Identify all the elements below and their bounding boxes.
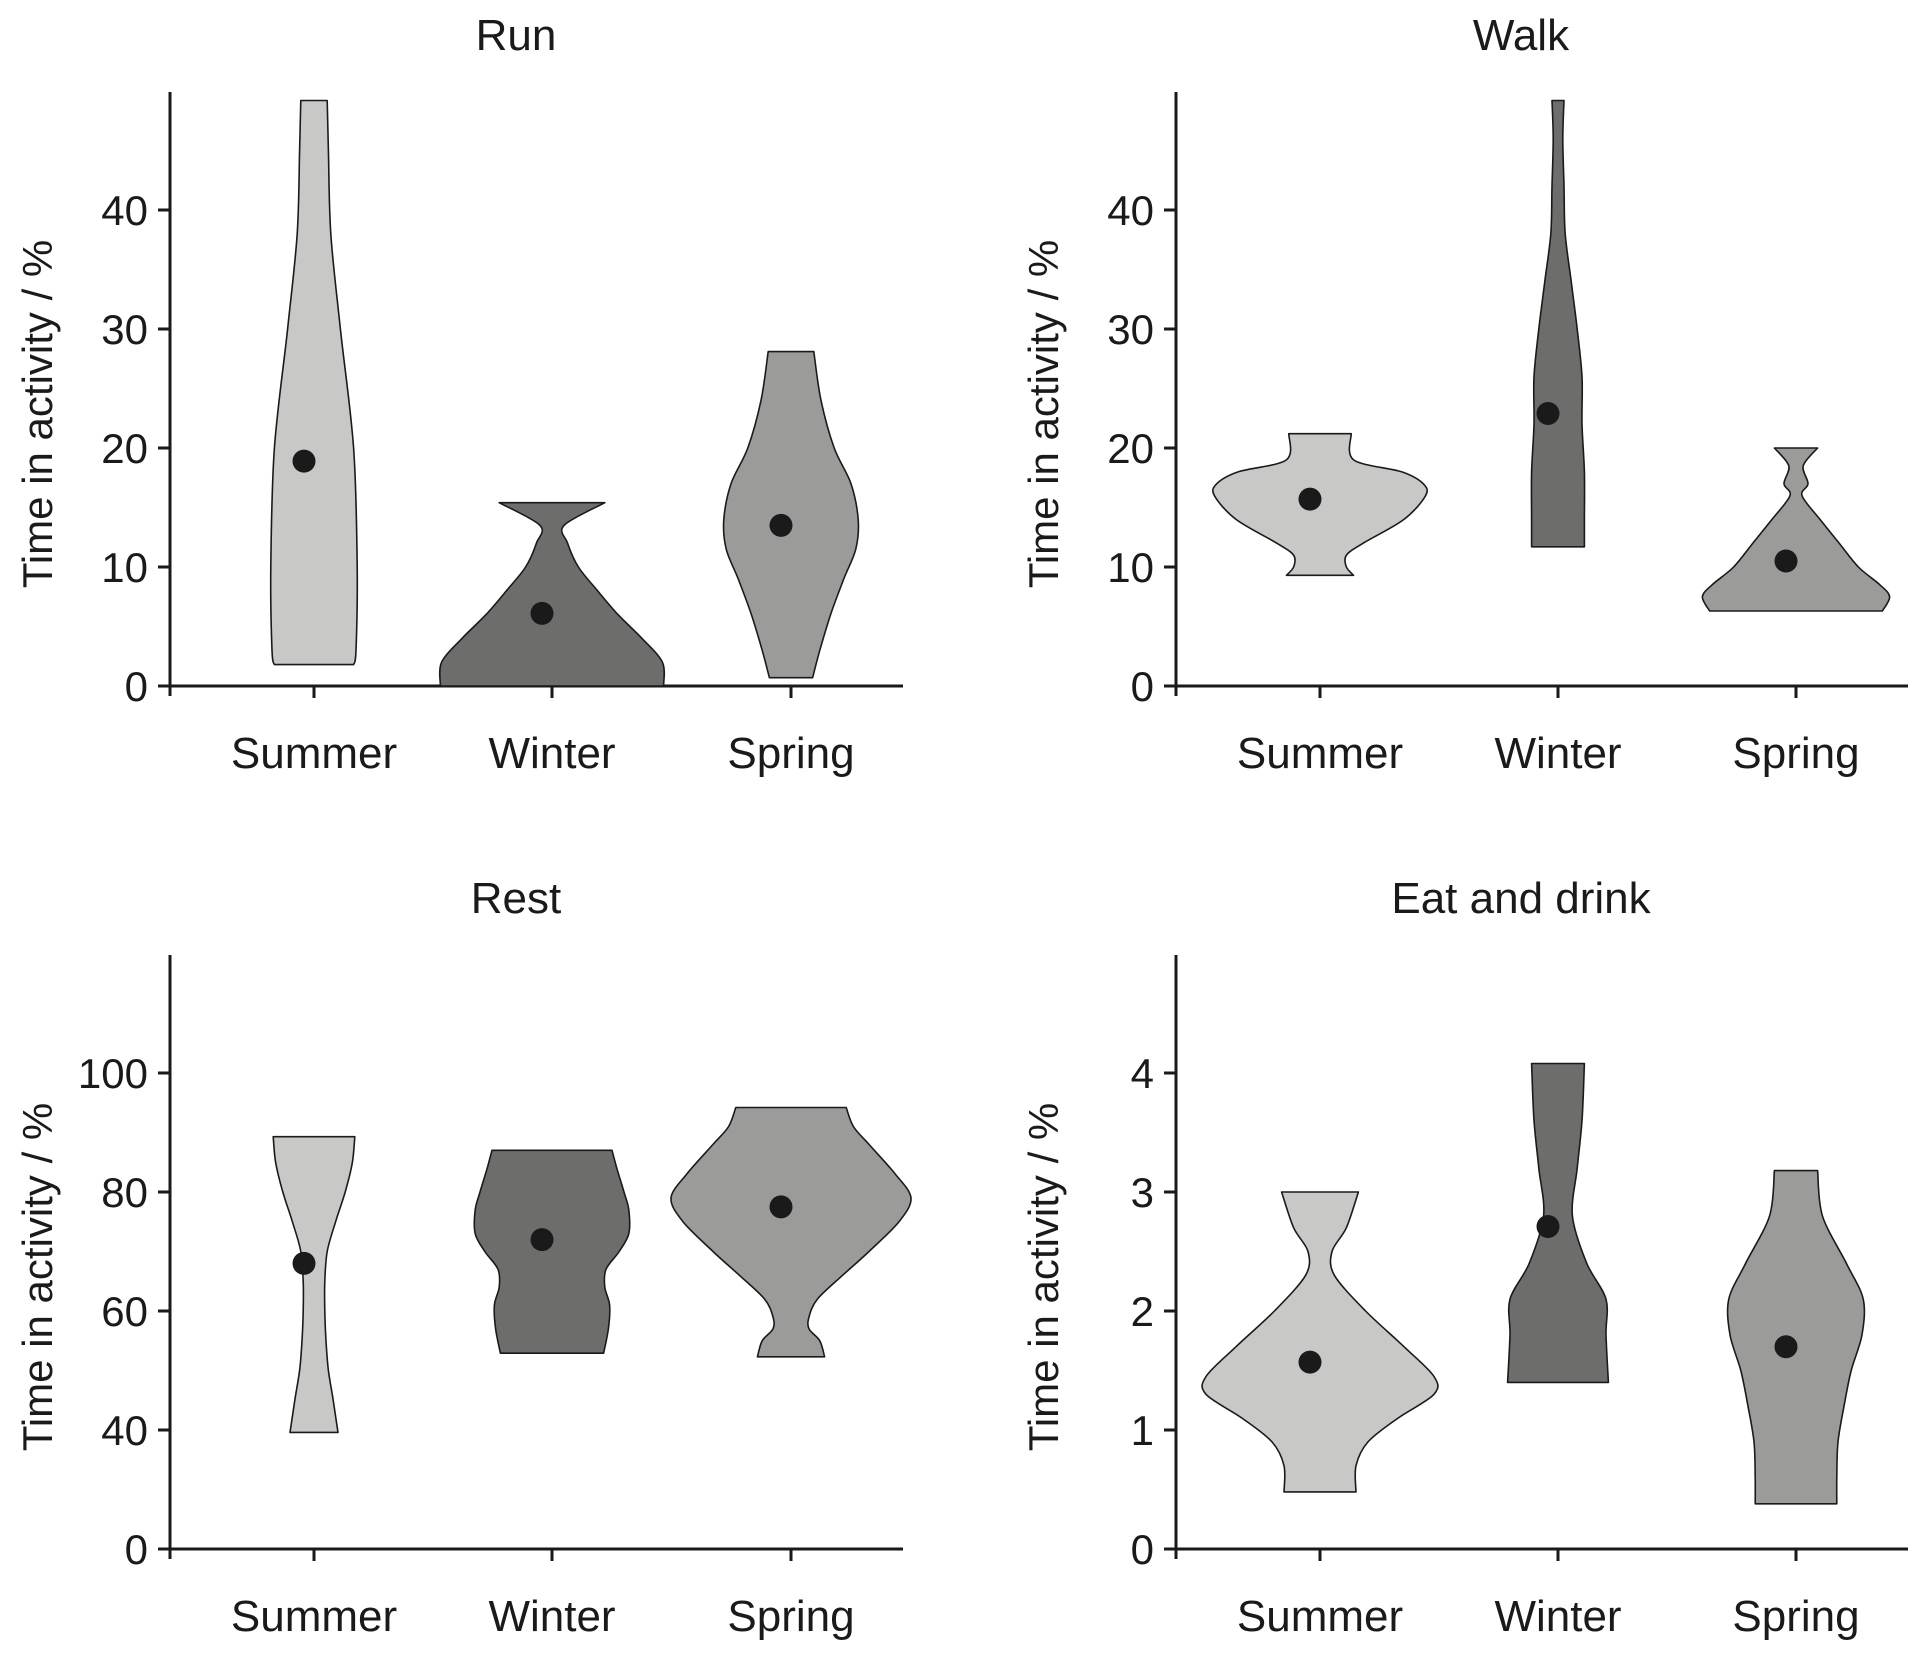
mean-point-spring (1774, 549, 1798, 573)
x-tick-label-summer: Summer (231, 729, 397, 778)
y-tick-label: 0 (1131, 1526, 1154, 1573)
x-tick-label-winter: Winter (488, 1592, 615, 1641)
y-tick-label: 0 (125, 1526, 148, 1573)
violin-summer (272, 1135, 356, 1434)
y-tick-label: 4 (1131, 1050, 1154, 1097)
mean-point-winter (1536, 1215, 1560, 1239)
violin-summer (1201, 1191, 1439, 1493)
mean-point-spring (769, 1195, 793, 1219)
mean-point-spring (769, 513, 793, 537)
x-tick-label-winter: Winter (1494, 729, 1621, 778)
violin-spring (722, 350, 860, 679)
x-tick-label-spring: Spring (1732, 729, 1859, 778)
violin-winter (438, 501, 666, 687)
y-tick-label: 2 (1131, 1288, 1154, 1335)
violin-winter (473, 1149, 631, 1354)
mean-point-winter (530, 601, 554, 625)
mean-point-spring (1774, 1335, 1798, 1359)
violin-spring (1701, 447, 1891, 612)
y-tick-label: 40 (101, 1407, 148, 1454)
y-tick-label: 3 (1131, 1169, 1154, 1216)
x-tick-label-summer: Summer (1237, 1592, 1403, 1641)
walk-panel: Walk 0 10 20 30 40 Time in activity / % Summer W… (1020, 11, 1908, 778)
rest-title: Rest (471, 874, 561, 923)
y-tick-label: 10 (101, 544, 148, 591)
walk-title: Walk (1473, 11, 1570, 60)
run-title: Run (476, 11, 557, 60)
y-tick-label: 20 (1107, 425, 1154, 472)
y-axis-title: Time in activity / % (14, 240, 61, 589)
mean-point-winter (1536, 401, 1560, 425)
y-tick-label: 30 (101, 306, 148, 353)
mean-point-summer (292, 1251, 316, 1275)
violin-winter (1530, 99, 1586, 548)
x-tick-label-summer: Summer (231, 1592, 397, 1641)
mean-point-summer (1298, 1350, 1322, 1374)
mean-point-summer (292, 449, 316, 473)
x-tick-label-winter: Winter (1494, 1592, 1621, 1641)
eat-and-drink-panel: Eat and drink 0 1 2 3 4 Time in activity / % Su… (1020, 874, 1908, 1641)
mean-point-summer (1298, 487, 1322, 511)
x-tick-label-spring: Spring (727, 1592, 854, 1641)
x-tick-label-spring: Spring (727, 729, 854, 778)
violin-summer (269, 99, 359, 666)
y-tick-label: 0 (125, 663, 148, 710)
y-tick-label: 0 (1131, 663, 1154, 710)
y-tick-label: 1 (1131, 1407, 1154, 1454)
violin-spring (670, 1106, 912, 1358)
y-axis-title: Time in activity / % (1020, 240, 1067, 589)
mean-point-winter (530, 1228, 554, 1252)
y-axis-title: Time in activity / % (14, 1103, 61, 1452)
rest-panel: Rest 0 40 60 80 100 Time in activity / % Summer… (14, 874, 912, 1641)
y-tick-label: 40 (1107, 187, 1154, 234)
y-tick-label: 60 (101, 1288, 148, 1335)
eat-and-drink-title: Eat and drink (1391, 874, 1651, 923)
y-tick-label: 100 (78, 1050, 148, 1097)
y-tick-label: 40 (101, 187, 148, 234)
run-panel: Run 0 10 20 30 40 Time in activity / % Summer Wi… (14, 11, 903, 778)
x-tick-label-summer: Summer (1237, 729, 1403, 778)
y-axis-title: Time in activity / % (1020, 1103, 1067, 1452)
y-tick-label: 10 (1107, 544, 1154, 591)
x-tick-label-spring: Spring (1732, 1592, 1859, 1641)
y-tick-label: 80 (101, 1169, 148, 1216)
y-tick-label: 30 (1107, 306, 1154, 353)
violin-spring (1726, 1169, 1866, 1505)
x-tick-label-winter: Winter (488, 729, 615, 778)
y-tick-label: 20 (101, 425, 148, 472)
